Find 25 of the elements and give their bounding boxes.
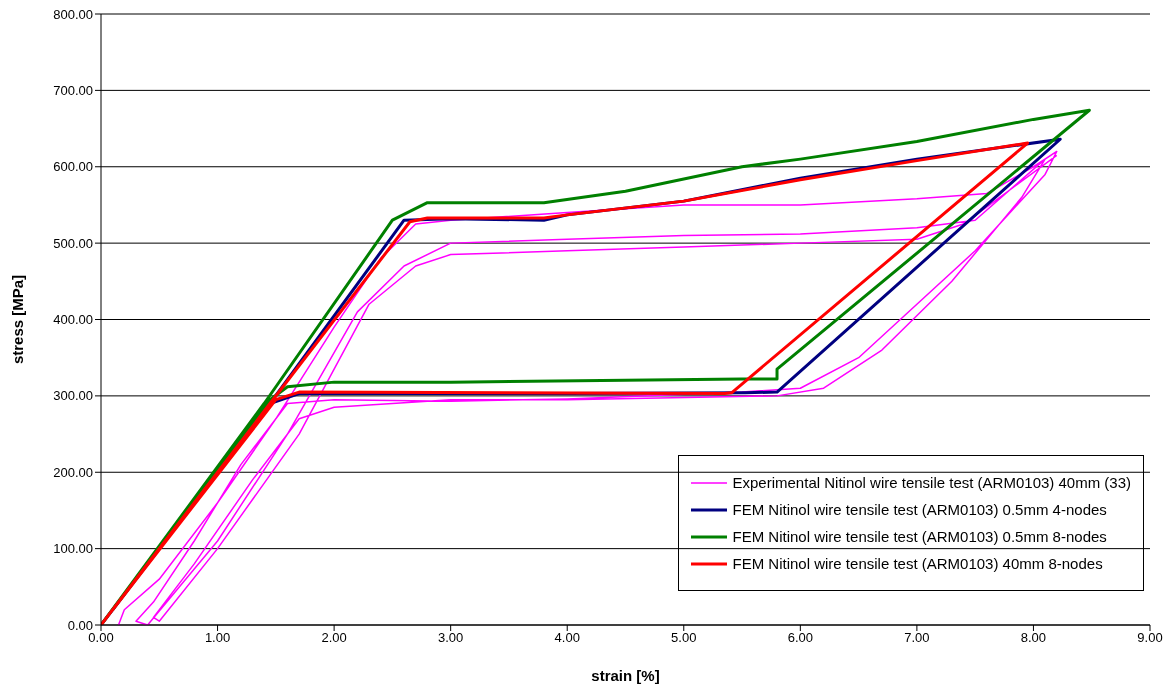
legend-label: FEM Nitinol wire tensile test (ARM0103) 0.5mm 8-nodes xyxy=(732,528,1107,545)
y-tick-label: 700.00 xyxy=(53,82,93,98)
x-tick-label: 7.00 xyxy=(904,630,930,646)
y-tick-label: 300.00 xyxy=(53,388,93,404)
legend-label: FEM Nitinol wire tensile test (ARM0103) 0.5mm 4-nodes xyxy=(732,501,1107,518)
x-tick-label: 0.00 xyxy=(88,630,114,646)
legend-label: Experimental Nitinol wire tensile test (ARM0103) 40mm (33) xyxy=(732,474,1131,491)
x-tick-label: 4.00 xyxy=(554,630,580,646)
y-tick-label: 800.00 xyxy=(53,6,93,22)
x-tick-label: 8.00 xyxy=(1020,630,1047,646)
y-tick-label: 400.00 xyxy=(53,312,93,328)
x-tick-label: 6.00 xyxy=(787,630,813,646)
legend-label: FEM Nitinol wire tensile test (ARM0103) 40mm 8-nodes xyxy=(732,555,1103,572)
y-tick-label: 600.00 xyxy=(53,159,93,175)
y-tick-label: 0.00 xyxy=(67,617,93,633)
x-axis-title: strain [%] xyxy=(591,667,660,684)
y-tick-label: 500.00 xyxy=(53,235,93,251)
y-tick-label: 100.00 xyxy=(53,541,93,557)
y-tick-label: 200.00 xyxy=(53,464,93,480)
y-axis-title: stress [MPa] xyxy=(9,274,27,365)
x-tick-label: 1.00 xyxy=(204,630,231,646)
x-tick-label: 2.00 xyxy=(321,630,347,646)
x-tick-label: 5.00 xyxy=(671,630,697,646)
x-tick-label: 9.00 xyxy=(1137,630,1163,646)
x-tick-label: 3.00 xyxy=(438,630,464,646)
